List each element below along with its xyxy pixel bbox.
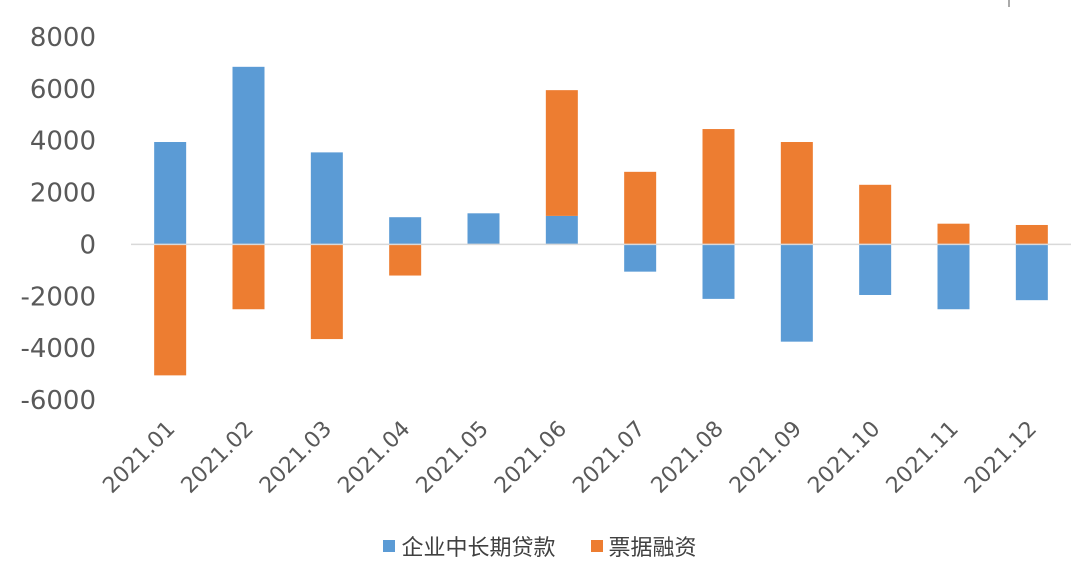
bar-loans-2021.10	[859, 244, 892, 295]
bar-loans-2021.11	[937, 244, 970, 310]
bar-bills-2021.09	[780, 142, 813, 245]
x-axis: 2021.012021.022021.032021.042021.052021.…	[98, 417, 1042, 499]
bar-bills-2021.08	[702, 129, 735, 245]
y-tick-label: -6000	[20, 386, 96, 416]
bar-bills-2021.11	[937, 223, 970, 245]
x-tick-label: 2021.07	[568, 417, 650, 499]
y-tick-label: 8000	[30, 23, 96, 53]
y-tick-label: -4000	[20, 334, 96, 364]
x-tick-label: 2021.11	[882, 417, 964, 499]
x-tick-label: 2021.03	[255, 417, 337, 499]
legend-label-bills: 票据融资	[608, 536, 697, 561]
x-tick-label: 2021.02	[177, 417, 259, 499]
bar-bills-2021.02	[232, 244, 265, 310]
y-tick-label: 6000	[30, 75, 96, 105]
x-tick-label: 2021.08	[647, 417, 729, 499]
x-tick-label: 2021.05	[412, 417, 494, 499]
bar-loans-2021.06	[545, 215, 578, 245]
x-tick-label: 2021.06	[490, 417, 572, 499]
legend-item-loans: 企业中长期贷款	[383, 530, 556, 562]
x-tick-label: 2021.01	[98, 417, 180, 499]
y-axis: 8000 6000 4000 2000 0 -2000 -4000 -6000	[20, 23, 96, 416]
bar-bills-2021.06	[545, 90, 578, 216]
y-tick-label: -2000	[20, 282, 96, 312]
bar-bills-2021.01	[154, 244, 187, 376]
x-tick-label: 2021.10	[803, 417, 885, 499]
legend: 企业中长期贷款 票据融资	[0, 530, 1080, 562]
bar-loans-2021.08	[702, 244, 735, 299]
y-tick-label: 2000	[30, 179, 96, 209]
legend-swatch-bills	[590, 540, 603, 552]
legend-item-bills: 票据融资	[590, 530, 697, 562]
y-tick-label: 4000	[30, 127, 96, 157]
bar-loans-2021.03	[310, 152, 343, 245]
y-tick-label: 0	[79, 230, 96, 260]
legend-label-loans: 企业中长期贷款	[401, 536, 556, 561]
bar-loans-2021.05	[467, 213, 500, 245]
bar-bills-2021.04	[389, 244, 422, 276]
bar-loans-2021.12	[1015, 244, 1048, 301]
bar-bills-2021.10	[859, 184, 892, 245]
bar-bills-2021.03	[310, 244, 343, 340]
bar-bills-2021.12	[1015, 224, 1048, 245]
x-tick-label: 2021.12	[960, 417, 1042, 499]
bar-loans-2021.04	[389, 217, 422, 245]
x-tick-label: 2021.09	[725, 417, 807, 499]
bar-loans-2021.09	[780, 244, 813, 342]
bar-loans-2021.07	[624, 244, 657, 272]
chart: 8000 6000 4000 2000 0 -2000 -4000 -6000 2021.01…	[20, 0, 1071, 499]
bar-bills-2021.07	[624, 171, 657, 245]
legend-swatch-loans	[383, 540, 396, 552]
bar-loans-2021.02	[232, 66, 265, 245]
bars	[154, 66, 1048, 376]
x-tick-label: 2021.04	[333, 417, 415, 499]
bar-loans-2021.01	[154, 142, 187, 245]
